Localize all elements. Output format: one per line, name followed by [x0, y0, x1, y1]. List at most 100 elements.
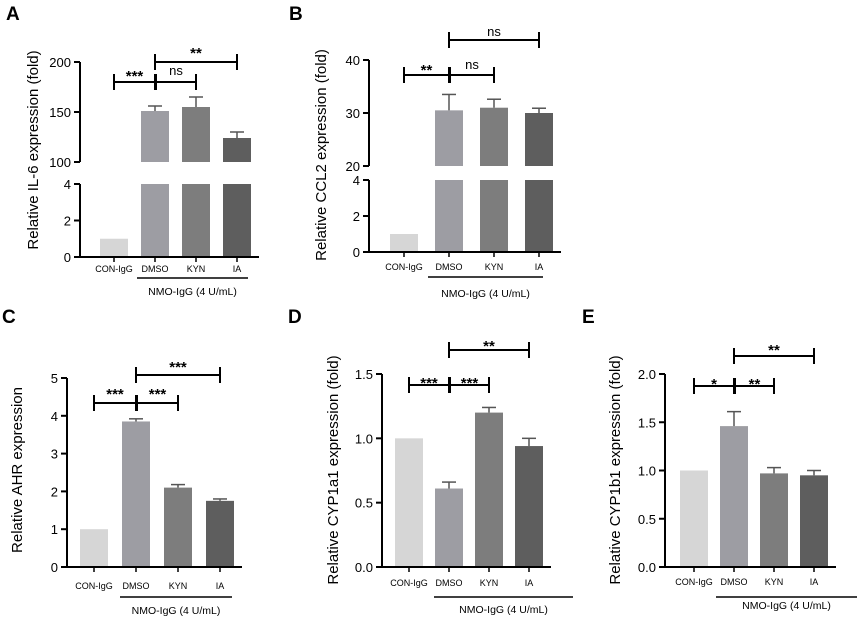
y-tick-label: 4 [353, 173, 360, 188]
y-tick-label: 0.0 [638, 560, 656, 575]
panel-b: B Relative CCL2 expression (fold) 0 2 420 30 4… [289, 4, 561, 300]
y-tick-label: 2 [51, 484, 58, 499]
sig-label: * [711, 376, 717, 393]
bar-dmso [122, 421, 150, 567]
y-tick-label: 3 [51, 447, 58, 462]
panel-a: A Relative IL-6 expression (fold) 0 2 4 100 15… [6, 4, 259, 298]
bar-con-igg [80, 529, 108, 567]
group-label: NMO-IgG (4 U/mL) [441, 288, 530, 300]
sig-label: *** [420, 375, 438, 392]
x-tick-label: KYN [187, 264, 206, 274]
y-tick-label: 0.5 [638, 512, 656, 527]
bar-ia-lower [525, 180, 553, 252]
sig-label: *** [106, 386, 124, 403]
bar-kyn-lower [480, 180, 508, 252]
x-tick-label: CON-IgG [675, 577, 713, 587]
sig-label: ns [487, 24, 501, 39]
y-tick-label: 0.0 [355, 560, 373, 575]
x-tick-label: IA [535, 262, 544, 272]
bar-con-igg [390, 234, 418, 252]
y-tick-label: 30 [346, 106, 360, 121]
y-tick-label: 1.5 [355, 367, 373, 382]
y-tick-label: 100 [49, 155, 71, 170]
x-tick-label: KYN [765, 577, 784, 587]
y-tick-label: 1.0 [355, 431, 373, 446]
y-axis-label: Relative CYP1a1 expression (fold) [325, 355, 342, 584]
x-tick-label: KYN [485, 262, 504, 272]
y-tick-label: 0 [64, 250, 71, 265]
y-tick-label: 1 [51, 522, 58, 537]
bar-kyn-lower [182, 184, 210, 257]
y-tick-label: 1.0 [638, 464, 656, 479]
sig-label: ns [169, 63, 183, 78]
y-tick-label: 2 [353, 209, 360, 224]
panel-letter: B [289, 4, 303, 25]
bar-kyn [164, 487, 192, 567]
bar-kyn-upper [182, 107, 210, 162]
bar-ia [515, 446, 543, 567]
group-label: NMO-IgG (4 U/mL) [742, 600, 831, 612]
sig-label: ** [483, 338, 495, 355]
x-tick-label: DMSO [436, 578, 463, 588]
bar-kyn [760, 473, 788, 567]
bar-dmso-lower [435, 180, 463, 252]
bar-ia-lower [223, 184, 251, 257]
y-tick-label: 0.5 [355, 496, 373, 511]
panel-e: E Relative CYP1b1 expression (fold) 0.0 0.5… [582, 307, 857, 612]
panel-d: D Relative CYP1a1 expression (fold) 0.0 0.5… [288, 307, 573, 616]
y-axis-label: Relative AHR expression [9, 387, 26, 553]
sig-label: *** [461, 375, 479, 392]
y-tick-label: 2.0 [638, 367, 656, 382]
bar-kyn [475, 412, 503, 567]
bar-dmso-upper [141, 111, 169, 162]
y-axis-label: Relative IL-6 expression (fold) [25, 50, 42, 249]
x-tick-label: KYN [480, 578, 499, 588]
panel-c: C Relative AHR expression 0 1 2 3 4 5 CON-IgG DMS… [2, 307, 242, 617]
panel-letter: D [288, 307, 302, 328]
bar-con-igg [395, 438, 423, 567]
x-tick-label: DMSO [123, 581, 150, 591]
y-tick-label: 5 [51, 371, 58, 386]
bar-dmso [720, 426, 748, 567]
bar-ia [800, 475, 828, 567]
x-tick-label: IA [810, 577, 819, 587]
bar-con-igg [100, 238, 128, 257]
y-tick-label: 20 [346, 159, 360, 174]
panel-letter: E [582, 307, 595, 328]
y-tick-label: 150 [49, 105, 71, 120]
bar-ia-upper [525, 113, 553, 166]
sig-label: *** [149, 386, 167, 403]
sig-label: ns [465, 57, 479, 72]
group-label: NMO-IgG (4 U/mL) [459, 604, 548, 616]
x-tick-label: IA [525, 578, 534, 588]
sig-label: ** [749, 376, 761, 393]
y-tick-label: 200 [49, 55, 71, 70]
x-tick-label: IA [233, 264, 242, 274]
x-tick-label: KYN [169, 581, 188, 591]
bar-ia-upper [223, 138, 251, 162]
panel-letter: A [6, 4, 20, 25]
y-tick-label: 40 [346, 53, 360, 68]
y-axis-label: Relative CYP1b1 expression (fold) [607, 355, 624, 584]
y-tick-label: 0 [51, 560, 58, 575]
bar-ia [206, 500, 234, 567]
y-tick-label: 2 [64, 214, 71, 229]
x-tick-label: DMSO [142, 264, 169, 274]
x-tick-label: CON-IgG [75, 581, 113, 591]
bar-dmso [435, 488, 463, 567]
y-tick-label: 4 [51, 409, 58, 424]
x-tick-label: DMSO [721, 577, 748, 587]
sig-label: *** [169, 359, 187, 376]
group-label: NMO-IgG (4 U/mL) [132, 605, 221, 617]
bar-dmso-upper [435, 110, 463, 166]
y-tick-label: 4 [64, 177, 71, 192]
sig-label: *** [126, 68, 144, 85]
bar-kyn-upper [480, 107, 508, 166]
sig-label: ** [190, 45, 202, 62]
x-tick-label: CON-IgG [95, 264, 133, 274]
y-tick-label: 0 [353, 245, 360, 260]
y-axis-label: Relative CCL2 expression (fold) [313, 49, 330, 261]
sig-label: ** [421, 62, 433, 79]
panel-letter: C [2, 307, 16, 328]
